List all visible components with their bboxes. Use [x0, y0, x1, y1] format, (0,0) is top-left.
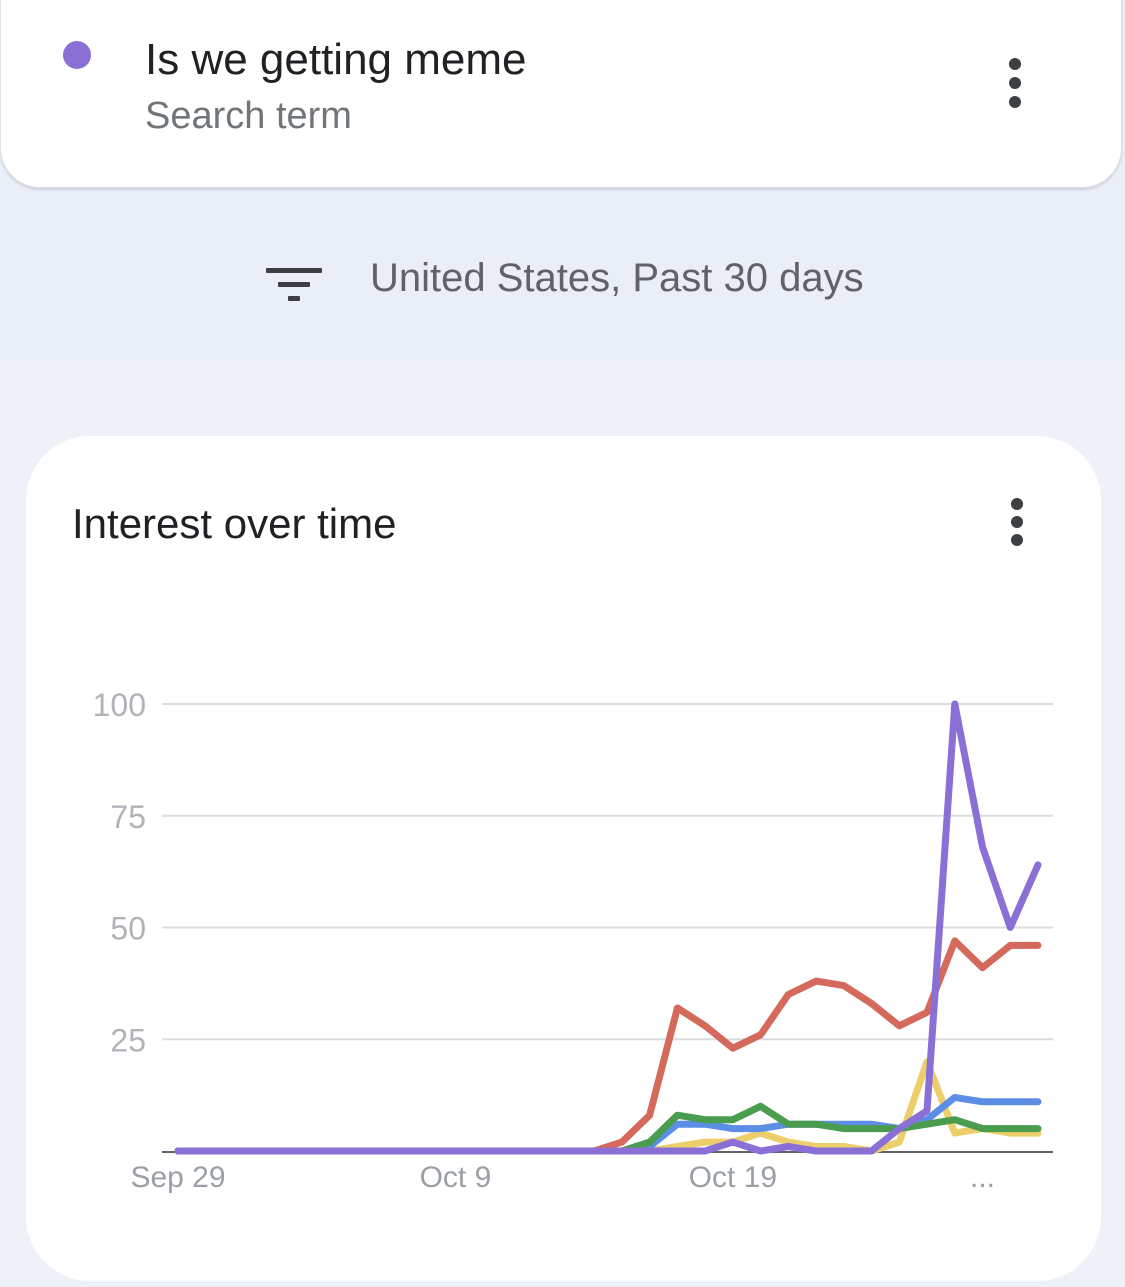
interest-over-time-card: Interest over time 25 50 75 100 Sep 29 Oct 9 O… — [26, 436, 1101, 1281]
chart-title: Interest over time — [72, 500, 397, 547]
interest-line-chart: 25 50 75 100 Sep 29 Oct 9 Oct 19... — [93, 687, 1053, 1194]
filter-button[interactable]: United States, Past 30 days — [264, 250, 864, 306]
filter-text: United States, Past 30 days — [370, 255, 864, 300]
search-term-title: Is we getting meme — [145, 35, 527, 84]
x-tick-label: Oct 9 — [420, 1161, 492, 1194]
series-color-dot — [63, 41, 91, 69]
x-tick-label: Sep 29 — [130, 1161, 225, 1194]
x-tick-label: ... — [970, 1161, 995, 1194]
series-line-5 — [174, 700, 1042, 1155]
search-term-section: Is we getting meme Search term United St… — [0, 0, 1125, 360]
search-term-subtitle: Search term — [145, 95, 352, 137]
more-vert-icon[interactable] — [1000, 58, 1030, 108]
y-tick-label: 50 — [110, 911, 146, 947]
more-vert-icon[interactable] — [1002, 498, 1032, 546]
x-tick-label: Oct 19 — [689, 1161, 777, 1194]
series-line-2 — [174, 1058, 1042, 1155]
search-term-card[interactable]: Is we getting meme Search term — [0, 0, 1122, 188]
y-tick-label: 25 — [110, 1022, 146, 1058]
y-tick-label: 75 — [110, 799, 146, 835]
filter-icon — [264, 258, 322, 301]
y-tick-label: 100 — [93, 687, 146, 723]
